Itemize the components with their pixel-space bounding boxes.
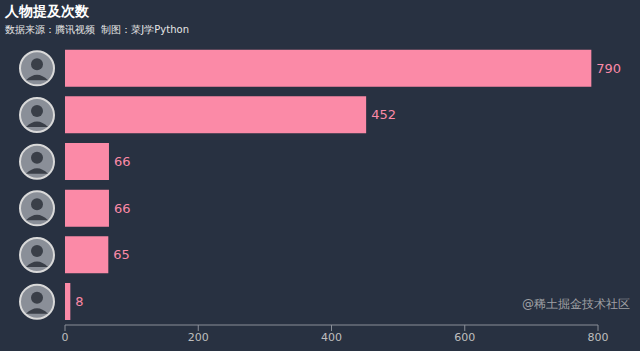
html-text:人物提及次数: 人物提及次数 bbox=[5, 3, 89, 19]
svg-text:0: 0 bbox=[62, 331, 69, 344]
svg-text:800: 800 bbox=[588, 331, 609, 344]
svg-text:200: 200 bbox=[188, 331, 209, 344]
svg-text:790: 790 bbox=[596, 61, 621, 76]
svg-text:66: 66 bbox=[114, 201, 131, 216]
svg-text:65: 65 bbox=[113, 247, 130, 262]
svg-text:600: 600 bbox=[454, 331, 475, 344]
svg-text:452: 452 bbox=[371, 107, 396, 122]
svg-text:8: 8 bbox=[75, 294, 83, 309]
html-text:数据来源：腾讯视频 制图：菜J学Python: 数据来源：腾讯视频 制图：菜J学Python bbox=[5, 24, 189, 35]
svg-text:400: 400 bbox=[321, 331, 342, 344]
html-text:@稀土掘金技术社区: @稀土掘金技术社区 bbox=[522, 297, 630, 311]
svg-text:66: 66 bbox=[114, 154, 131, 169]
